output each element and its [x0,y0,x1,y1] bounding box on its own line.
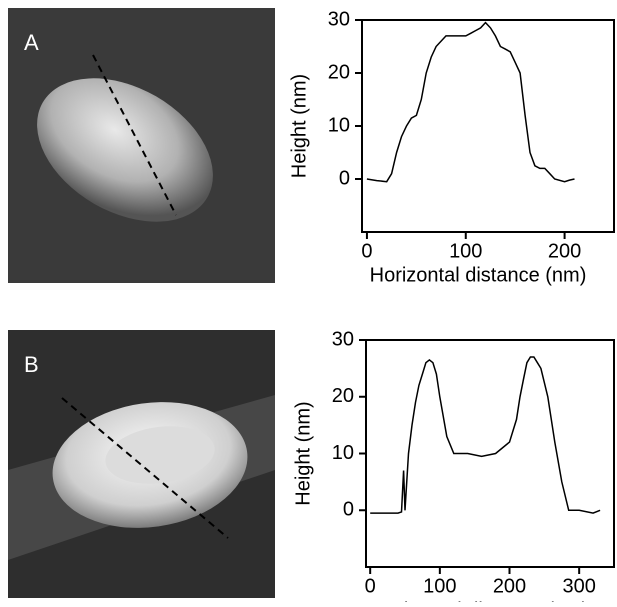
y-tick-label: 20 [328,61,350,83]
panel-label: B [24,352,39,377]
panel-label: A [24,30,39,55]
y-axis-label: Height (nm) [292,401,314,505]
x-tick-label: 100 [449,240,482,262]
afm-image-a [8,8,275,283]
y-tick-label: 20 [332,385,354,407]
x-tick-label: 0 [365,575,376,597]
profile-line [370,356,601,514]
y-tick-label: 10 [328,114,350,136]
plot-frame [361,19,615,233]
y-tick-label: 10 [332,442,354,464]
y-tick-label: 30 [332,328,354,350]
x-tick-label: 300 [562,575,595,597]
x-tick-label: 200 [548,240,581,262]
y-tick-label: 0 [339,167,350,189]
x-tick-label: 100 [423,575,456,597]
x-tick-label: 0 [361,240,372,262]
afm-image-b [8,330,275,598]
y-tick-label: 30 [328,8,350,30]
y-tick-label: 0 [343,499,354,521]
x-tick-label: 200 [493,575,526,597]
profile-line [366,21,575,183]
plot-frame [365,339,615,568]
y-axis-label: Height (nm) [288,74,310,178]
x-axis-label: Horizontal distance (nm) [370,264,587,286]
